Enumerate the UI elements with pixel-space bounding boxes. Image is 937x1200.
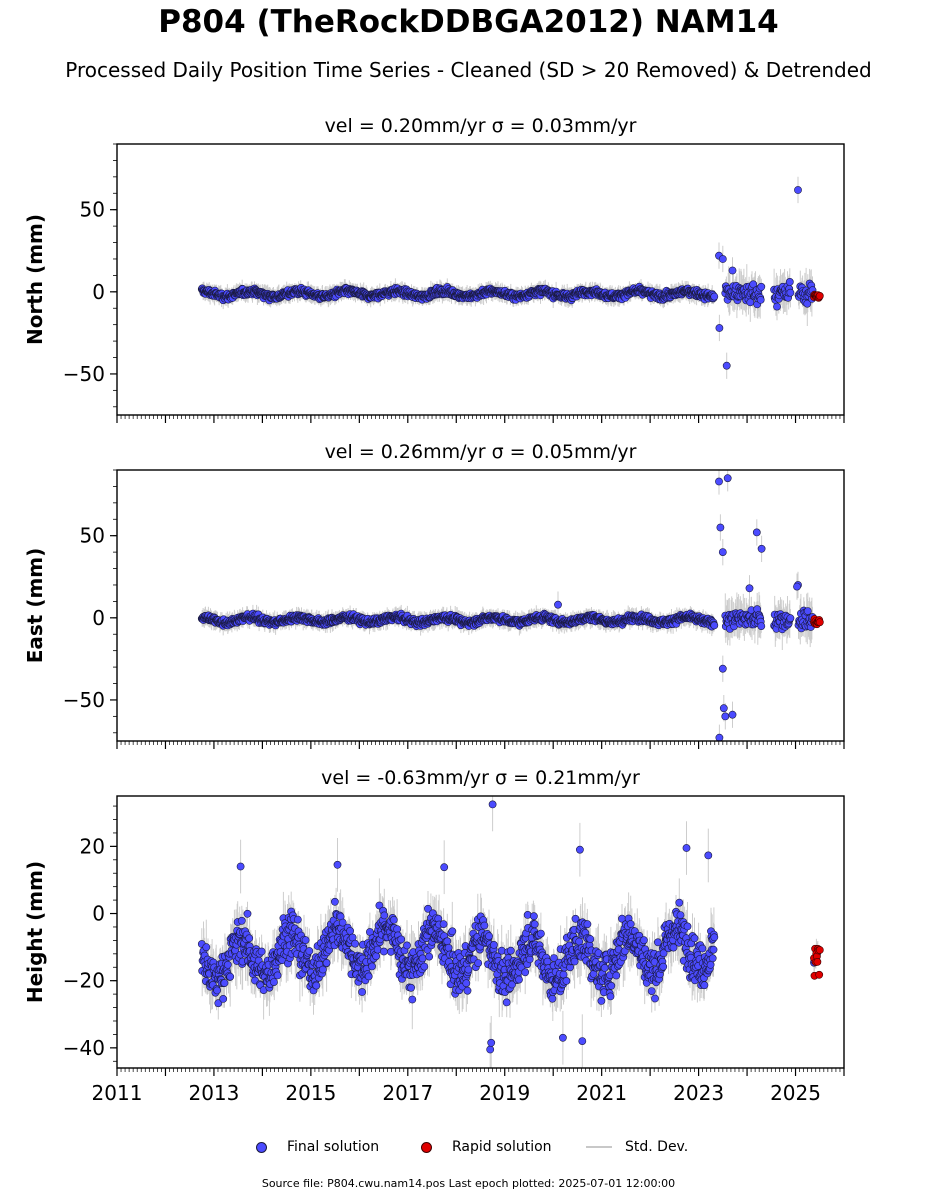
final-points-east (197, 474, 817, 741)
y-axis-label-north: North (mm) (23, 214, 47, 345)
plot-area-east (197, 470, 824, 741)
final-solution-point (773, 302, 781, 311)
plot-area-north (197, 176, 824, 379)
final-solution-point (728, 266, 737, 275)
y-tick-label: 50 (80, 198, 105, 222)
final-solution-point (794, 186, 802, 194)
final-points-north (197, 186, 817, 370)
final-solution-point (715, 324, 724, 332)
page-subtitle: Processed Daily Position Time Series - C… (65, 58, 872, 82)
final-solution-point (757, 282, 766, 291)
panel-north: vel = 0.20mm/yr σ = 0.03mm/yr North (mm)−… (23, 115, 845, 423)
y-tick-label: −50 (63, 362, 105, 386)
panel-title-east: vel = 0.26mm/yr σ = 0.05mm/yr (325, 441, 637, 463)
time-series-plots: vel = 0.20mm/yr σ = 0.03mm/yr North (mm)−… (23, 115, 845, 1105)
final-solution-point (786, 288, 795, 297)
final-solution-point (710, 292, 719, 301)
rapid-points-north (810, 290, 824, 302)
final-solution-point (785, 277, 794, 286)
y-axis-label-east: East (mm) (23, 548, 47, 664)
page-title: P804 (TheRockDDBGA2012) NAM14 (158, 4, 779, 40)
rapid-solution-point (815, 291, 824, 300)
final-solution-point (718, 255, 727, 263)
final-solution-point (803, 299, 812, 308)
final-solution-point (749, 280, 758, 289)
panel-title-north: vel = 0.20mm/yr σ = 0.03mm/yr (325, 115, 637, 137)
std-dev-bars-north (201, 176, 813, 379)
final-solution-point (722, 361, 731, 370)
y-tick-label: 0 (92, 280, 105, 304)
final-solution-point (756, 295, 765, 304)
